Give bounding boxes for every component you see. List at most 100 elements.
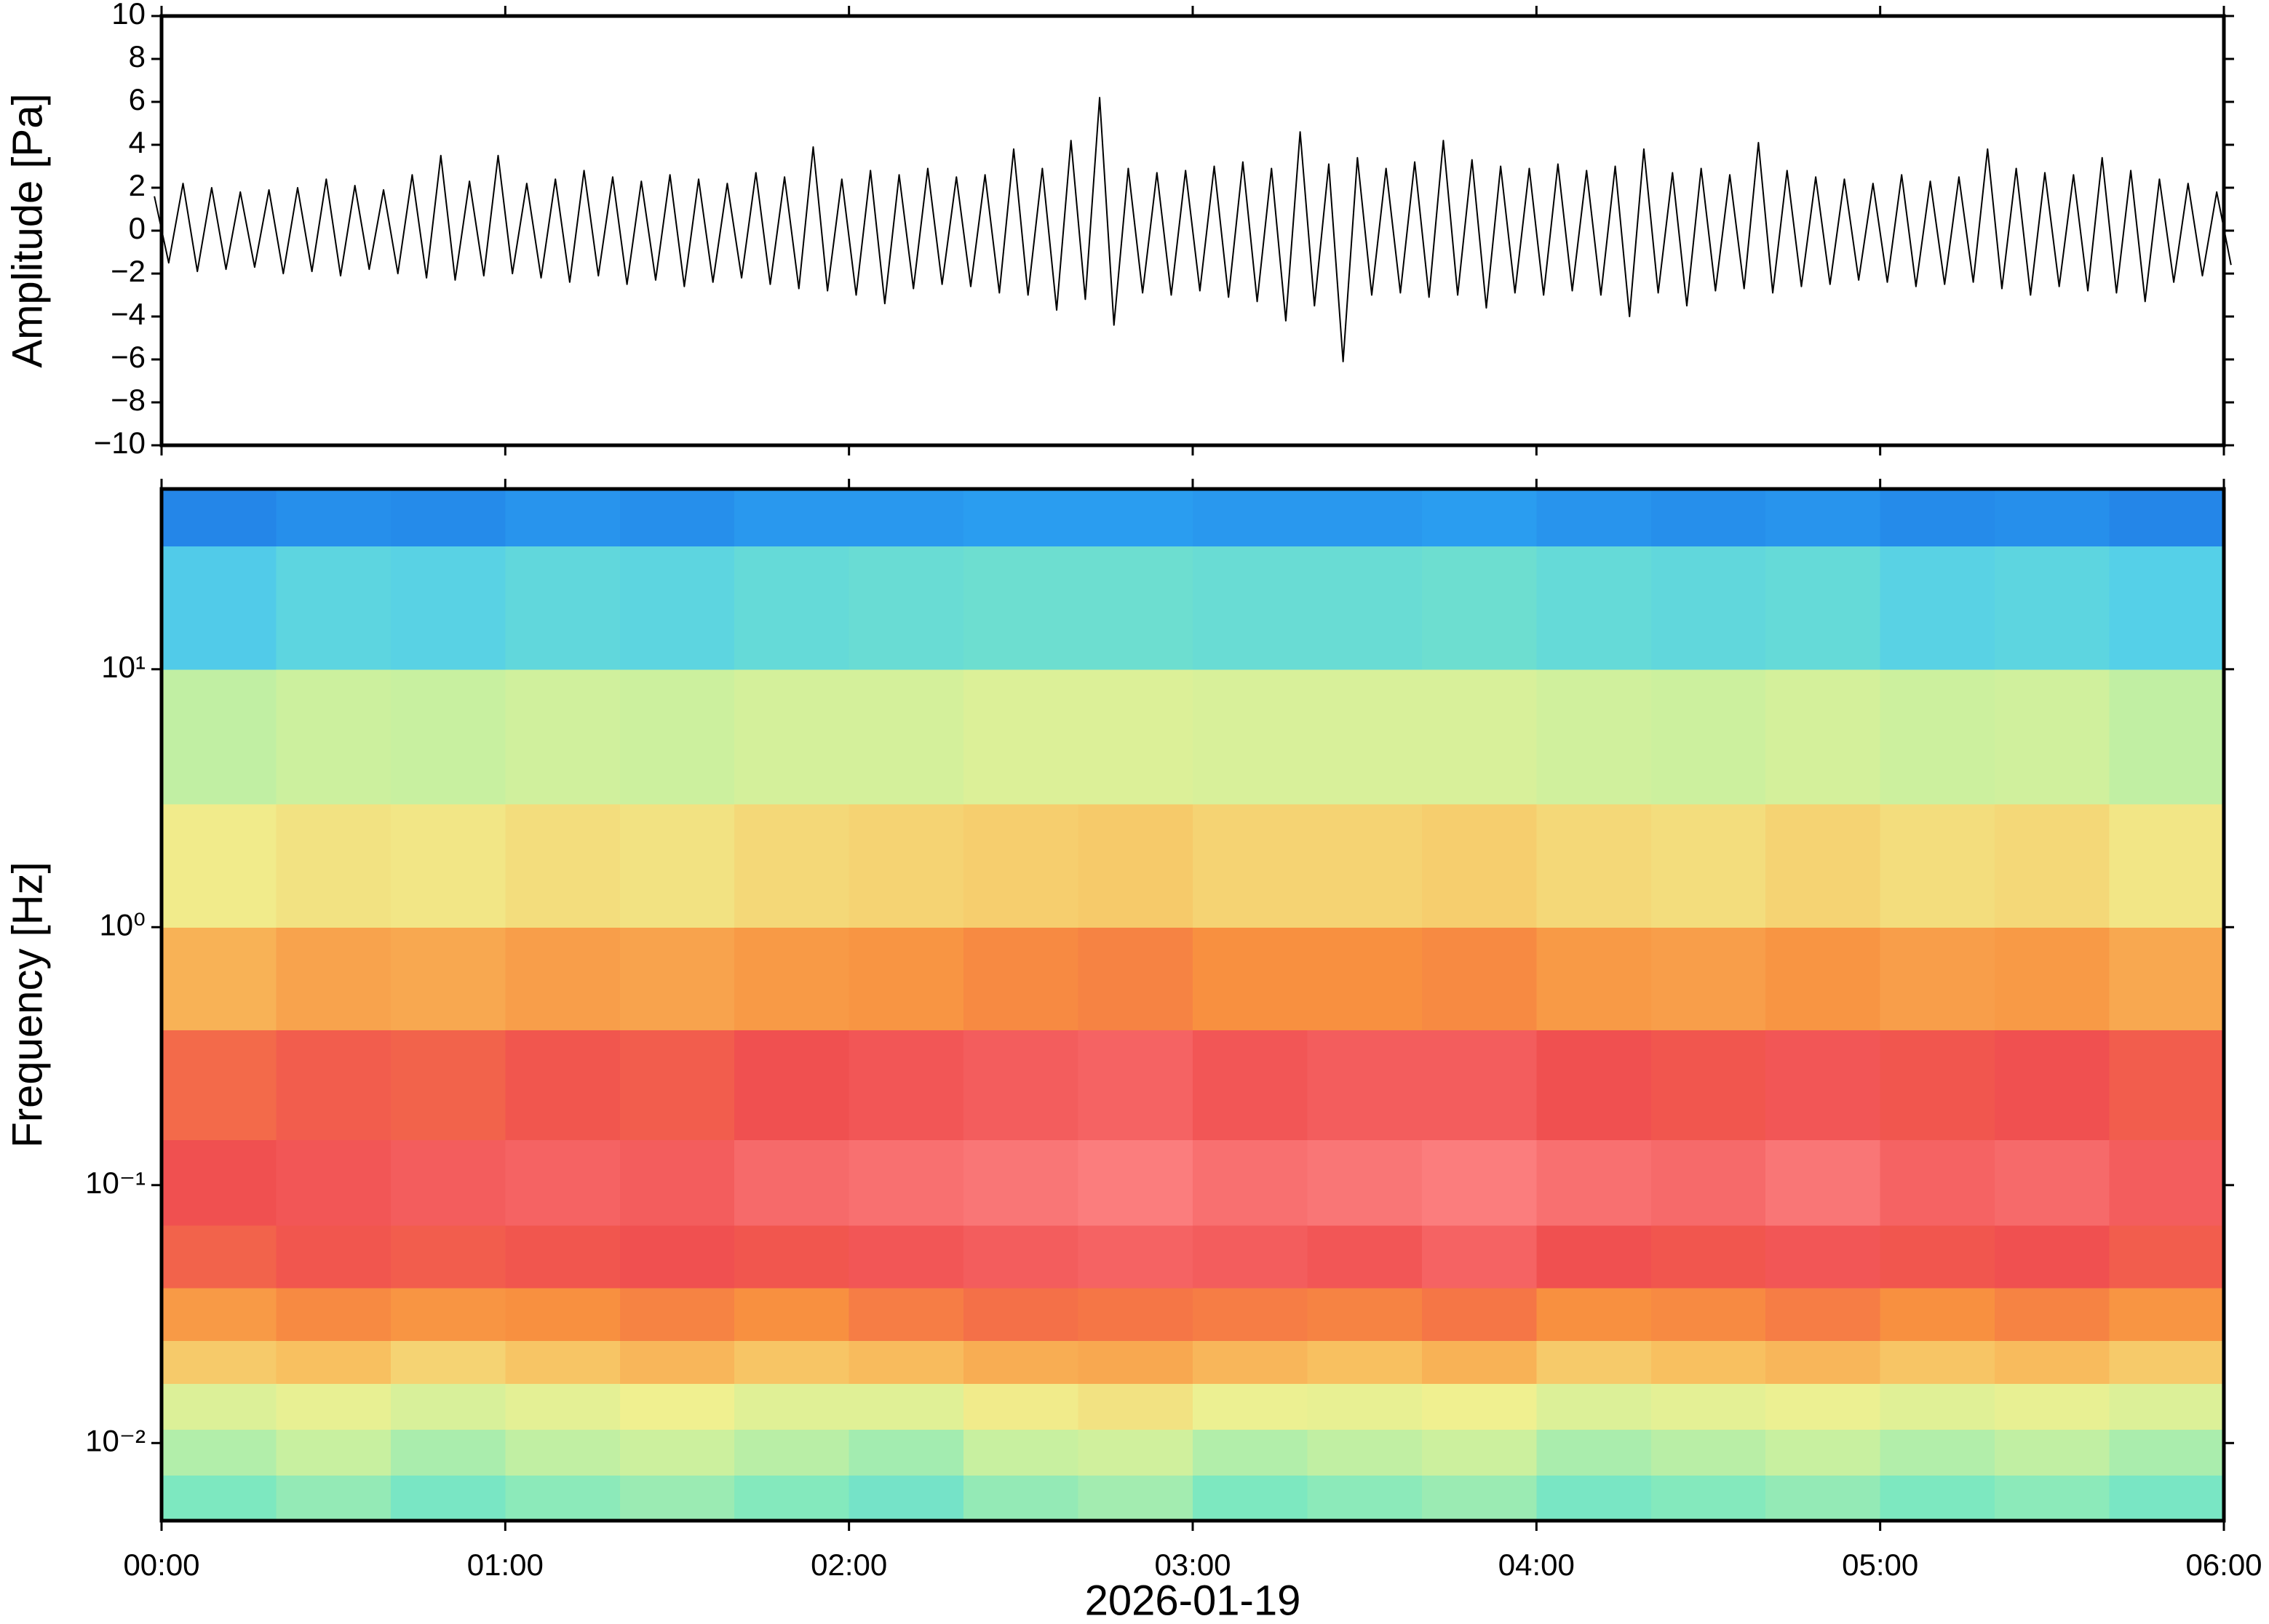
waveform (154, 97, 2232, 362)
heatmap-cell (505, 1139, 621, 1226)
heatmap-cell (1880, 1139, 1995, 1226)
heatmap-cell (390, 1383, 506, 1430)
heatmap-cell (505, 804, 621, 928)
heatmap-cell (505, 489, 621, 547)
heatmap-cell (1995, 1340, 2110, 1385)
heatmap-cell (1995, 1383, 2110, 1430)
heatmap-cell (849, 1225, 964, 1289)
heatmap-cell (1307, 1287, 1423, 1341)
y-axis-label: Amplitude [Pa] (4, 93, 51, 367)
heatmap-cell (1995, 489, 2110, 547)
heatmap-cell (1536, 1225, 1652, 1289)
y-tick-label: 10⁰ (99, 907, 146, 942)
heatmap-cell (734, 1383, 850, 1430)
heatmap-cell (2109, 1225, 2225, 1289)
heatmap-cell (849, 1030, 964, 1140)
heatmap-cell (734, 1030, 850, 1140)
heatmap-cell (963, 927, 1079, 1030)
heatmap-cell (390, 1429, 506, 1476)
heatmap-cell (276, 1340, 392, 1385)
heatmap-cell (1421, 1475, 1537, 1521)
heatmap-cell (1307, 1225, 1423, 1289)
heatmap-cell (1650, 1030, 1766, 1140)
heatmap-cell (276, 1429, 392, 1476)
heatmap-cell (619, 1225, 735, 1289)
heatmap-cell (1421, 927, 1537, 1030)
heatmap-cell (963, 1139, 1079, 1226)
heatmap-cell (1650, 489, 1766, 547)
heatmap-cell (1307, 1340, 1423, 1385)
heatmap-cell (390, 927, 506, 1030)
heatmap-cell (1650, 669, 1766, 805)
heatmap-cell (1880, 1429, 1995, 1476)
heatmap-cell (1880, 1287, 1995, 1341)
heatmap-cell (390, 546, 506, 670)
heatmap-cell (1421, 1030, 1537, 1140)
heatmap-cell (2109, 927, 2225, 1030)
heatmap-cell (2109, 1139, 2225, 1226)
heatmap-cell (1078, 1383, 1193, 1430)
heatmap-cell (734, 927, 850, 1030)
heatmap-cell (849, 1475, 964, 1521)
heatmap-cell (162, 1475, 277, 1521)
heatmap-cell (1193, 546, 1308, 670)
heatmap-cell (390, 1030, 506, 1140)
heatmap-cell (390, 1340, 506, 1385)
heatmap-cell (505, 1383, 621, 1430)
y-tick-label: −2 (111, 254, 146, 288)
heatmap-cell (162, 1139, 277, 1226)
heatmap-cell (1536, 546, 1652, 670)
heatmap-cell (619, 1287, 735, 1341)
heatmap-cell (1078, 489, 1193, 547)
heatmap-cell (505, 1429, 621, 1476)
heatmap-cell (162, 1383, 277, 1430)
heatmap-cell (734, 804, 850, 928)
heatmap-cell (849, 804, 964, 928)
heatmap-cell (2109, 489, 2225, 547)
heatmap-cell (619, 1340, 735, 1385)
heatmap-cell (1193, 1287, 1308, 1341)
heatmap-cell (1765, 1340, 1881, 1385)
x-tick-label: 02:00 (811, 1548, 887, 1582)
heatmap-cell (619, 1429, 735, 1476)
heatmap-cell (849, 1139, 964, 1226)
y-tick-label: 2 (129, 168, 146, 202)
heatmap-cell (1193, 1340, 1308, 1385)
heatmap-cell (1650, 927, 1766, 1030)
heatmap-cell (734, 1139, 850, 1226)
heatmap-cell (2109, 1340, 2225, 1385)
heatmap-cell (505, 546, 621, 670)
heatmap-cell (619, 804, 735, 928)
heatmap-cell (849, 1287, 964, 1341)
heatmap-cell (1536, 1030, 1652, 1140)
heatmap-cell (1078, 1139, 1193, 1226)
heatmap-cell (276, 1030, 392, 1140)
heatmap-cell (1995, 669, 2110, 805)
heatmap-cell (734, 1340, 850, 1385)
heatmap-cell (1307, 1383, 1423, 1430)
heatmap-cell (1078, 1475, 1193, 1521)
heatmap-cell (1880, 1475, 1995, 1521)
heatmap-cell (1078, 1225, 1193, 1289)
heatmap-cell (2109, 1429, 2225, 1476)
heatmap-cell (505, 669, 621, 805)
heatmap-cell (1193, 927, 1308, 1030)
heatmap-cell (1995, 1030, 2110, 1140)
heatmap-cell (1193, 1429, 1308, 1476)
y-tick-label: 0 (129, 211, 146, 245)
heatmap-cell (1193, 669, 1308, 805)
heatmap-cell (619, 927, 735, 1030)
heatmap-cell (1765, 669, 1881, 805)
heatmap-cell (849, 1340, 964, 1385)
heatmap-cell (276, 804, 392, 928)
heatmap-cell (1421, 804, 1537, 928)
heatmap-cell (1421, 1139, 1537, 1226)
x-tick-label: 00:00 (123, 1548, 199, 1582)
heatmap-cell (1995, 1225, 2110, 1289)
heatmap-cell (1078, 1429, 1193, 1476)
heatmap-cell (1650, 546, 1766, 670)
heatmap-cell (963, 489, 1079, 547)
heatmap-cell (1078, 669, 1193, 805)
heatmap-cell (1765, 927, 1881, 1030)
